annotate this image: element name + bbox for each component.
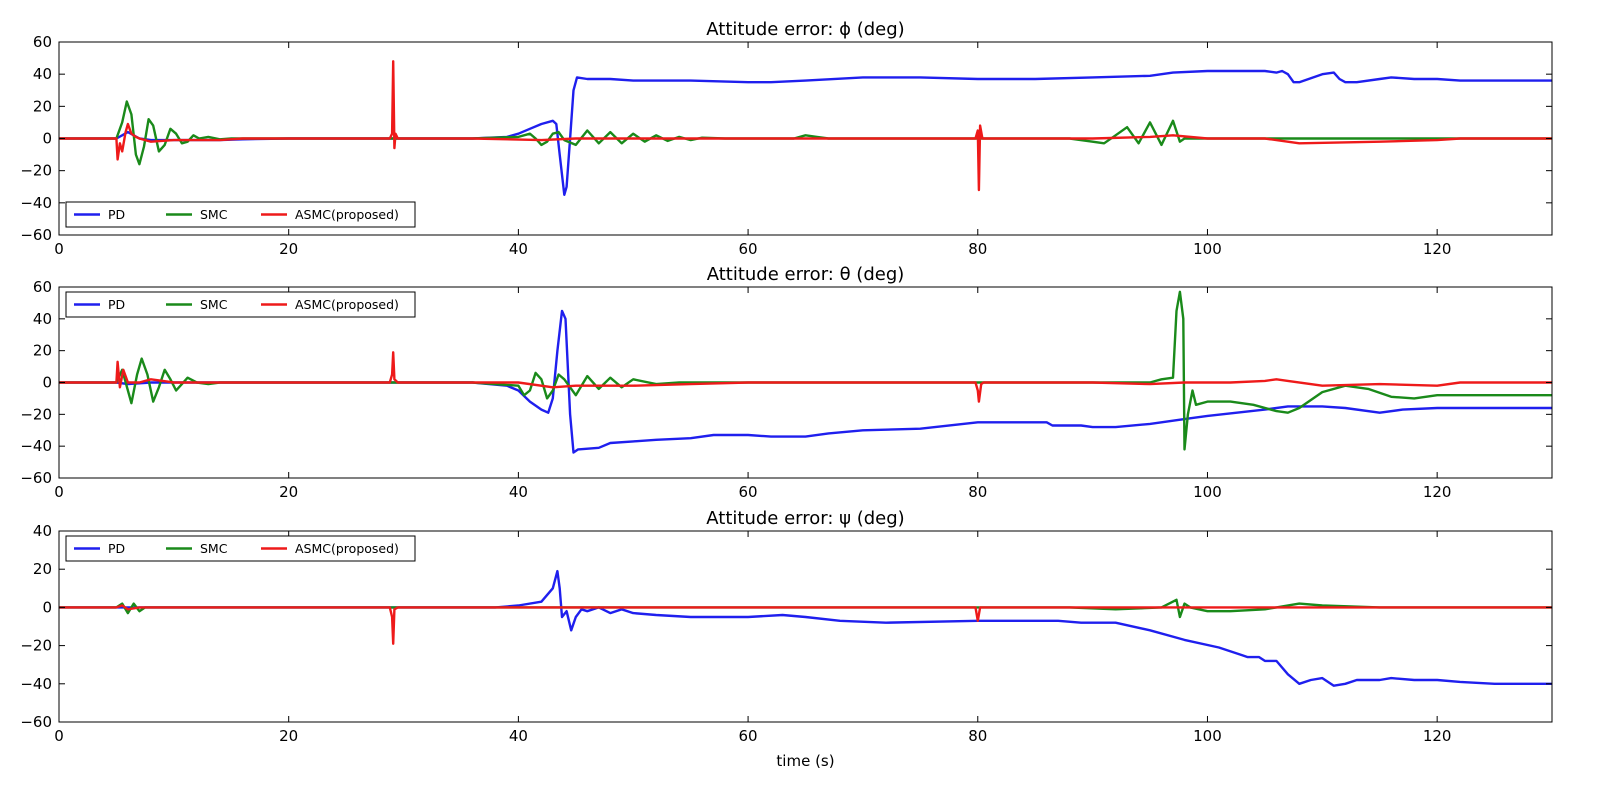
y-tick-label: −60 (20, 226, 52, 244)
legend-label: ASMC(proposed) (295, 207, 399, 222)
x-tick-label: 20 (279, 483, 298, 501)
y-tick-label: −40 (20, 675, 52, 693)
chart-panel-2: 0 20 40 60 80 100 120 −60 −40 −20 0 20 40 Attitude er… (20, 508, 1553, 770)
x-tick-label: 100 (1193, 240, 1222, 258)
series-line-pd (59, 69, 1552, 196)
x-tick-label: 20 (279, 240, 298, 258)
legend-label: PD (108, 207, 125, 222)
y-tick-label: 0 (42, 598, 52, 616)
legend-label: ASMC(proposed) (295, 541, 399, 556)
legend-label: SMC (200, 541, 228, 556)
series-group (59, 290, 1552, 454)
y-tick-label: −20 (20, 637, 52, 655)
x-tick-label: 120 (1423, 240, 1452, 258)
chart-title: Attitude error: θ (deg) (707, 264, 905, 285)
x-tick-label: 0 (54, 240, 64, 258)
y-tick-label: −60 (20, 469, 52, 487)
x-tick-label: 80 (968, 240, 987, 258)
chart-title: Attitude error: ψ (deg) (706, 508, 904, 529)
chart-panel-1: 0 20 40 60 80 100 120 −60 −40 −20 0 20 40 60 Attitude … (20, 264, 1553, 501)
y-tick-label: 0 (42, 130, 52, 148)
legend-box (65, 291, 416, 318)
y-tick-label: 40 (33, 522, 52, 540)
x-tick-label: 0 (54, 483, 64, 501)
y-tick-label: −20 (20, 162, 52, 180)
series-line-smc (59, 100, 1552, 166)
series-line-asmc-proposed- (59, 351, 1552, 403)
legend-label: SMC (200, 297, 228, 312)
x-tick-label: 40 (509, 483, 528, 501)
chart-panel-0: 0 20 40 60 80 100 120 −60 −40 −20 0 20 40 60 Attitude … (20, 19, 1553, 258)
y-tick-label: 60 (33, 278, 52, 296)
axes-frame (58, 530, 1553, 723)
series-line-smc (59, 290, 1552, 451)
y-tick-label: 40 (33, 310, 52, 328)
y-tick-label: 20 (33, 560, 52, 578)
x-tick-label: 40 (509, 240, 528, 258)
series-line-pd (59, 569, 1552, 687)
legend-box (65, 535, 416, 562)
legend-box (65, 201, 416, 228)
legend-label: ASMC(proposed) (295, 297, 399, 312)
x-tick-label: 40 (509, 727, 528, 745)
legend-label: SMC (200, 207, 228, 222)
legend: PD SMC ASMC(proposed) (65, 291, 416, 318)
legend-label: PD (108, 297, 125, 312)
y-tick-label: −40 (20, 437, 52, 455)
y-tick-label: 0 (42, 374, 52, 392)
y-tick-label: 40 (33, 65, 52, 83)
x-tick-label: 20 (279, 727, 298, 745)
legend-label: PD (108, 541, 125, 556)
series-line-asmc-proposed- (59, 604, 1552, 645)
x-axis-label: time (s) (776, 752, 834, 770)
series-line-asmc-proposed- (59, 60, 1552, 192)
y-tick-label: 20 (33, 97, 52, 115)
x-tick-label: 0 (54, 727, 64, 745)
x-tick-label: 120 (1423, 727, 1452, 745)
x-tick-label: 60 (739, 483, 758, 501)
x-tick-label: 80 (968, 727, 987, 745)
y-tick-label: −60 (20, 713, 52, 731)
legend: PD SMC ASMC(proposed) (65, 535, 416, 562)
series-group (59, 569, 1552, 687)
y-tick-label: 60 (33, 33, 52, 51)
x-tick-label: 120 (1423, 483, 1452, 501)
x-tick-label: 60 (739, 240, 758, 258)
series-group (59, 60, 1552, 196)
chart-title: Attitude error: ϕ (deg) (706, 19, 904, 40)
x-tick-label: 100 (1193, 727, 1222, 745)
y-tick-label: −40 (20, 194, 52, 212)
x-tick-label: 60 (739, 727, 758, 745)
y-tick-label: −20 (20, 405, 52, 423)
x-tick-label: 100 (1193, 483, 1222, 501)
legend: PD SMC ASMC(proposed) (65, 201, 416, 228)
y-tick-label: 20 (33, 342, 52, 360)
x-tick-label: 80 (968, 483, 987, 501)
